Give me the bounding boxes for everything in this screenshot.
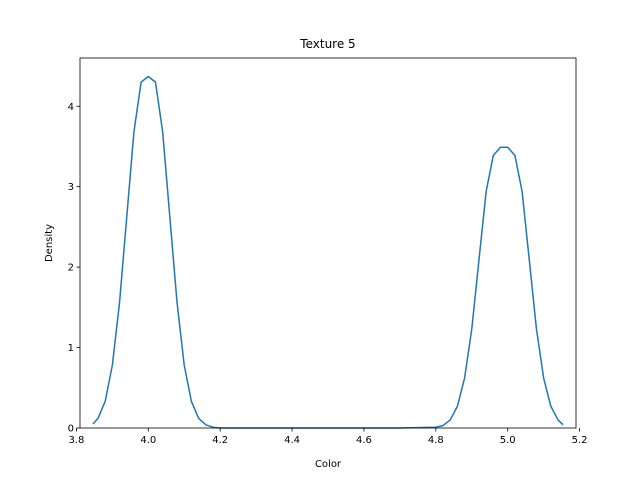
y-tick-label: 2 bbox=[68, 263, 74, 274]
y-axis: 0 1 2 3 4 bbox=[68, 102, 80, 435]
y-tick-label: 4 bbox=[68, 102, 74, 113]
plot-area bbox=[92, 75, 564, 429]
x-tick-label: 4.6 bbox=[356, 435, 372, 446]
y-tick-label: 0 bbox=[68, 424, 74, 435]
x-tick-label: 5.0 bbox=[500, 435, 516, 446]
x-axis-label: Color bbox=[315, 459, 342, 470]
x-tick-label: 3.8 bbox=[68, 435, 84, 446]
x-axis: 3.8 4.0 4.2 4.4 4.6 4.8 5.0 5.2 bbox=[68, 428, 588, 446]
x-tick-label: 4.0 bbox=[140, 435, 156, 446]
plot-frame bbox=[79, 57, 577, 429]
x-tick-label: 5.2 bbox=[572, 435, 588, 446]
y-tick-label: 1 bbox=[68, 343, 74, 354]
chart-title: Texture 5 bbox=[299, 37, 355, 51]
density-line-0 bbox=[92, 75, 564, 429]
y-tick-label: 3 bbox=[68, 182, 74, 193]
x-tick-label: 4.2 bbox=[212, 435, 228, 446]
x-tick-label: 4.8 bbox=[428, 435, 444, 446]
x-tick-label: 4.4 bbox=[284, 435, 300, 446]
y-axis-label: Density bbox=[44, 224, 55, 262]
